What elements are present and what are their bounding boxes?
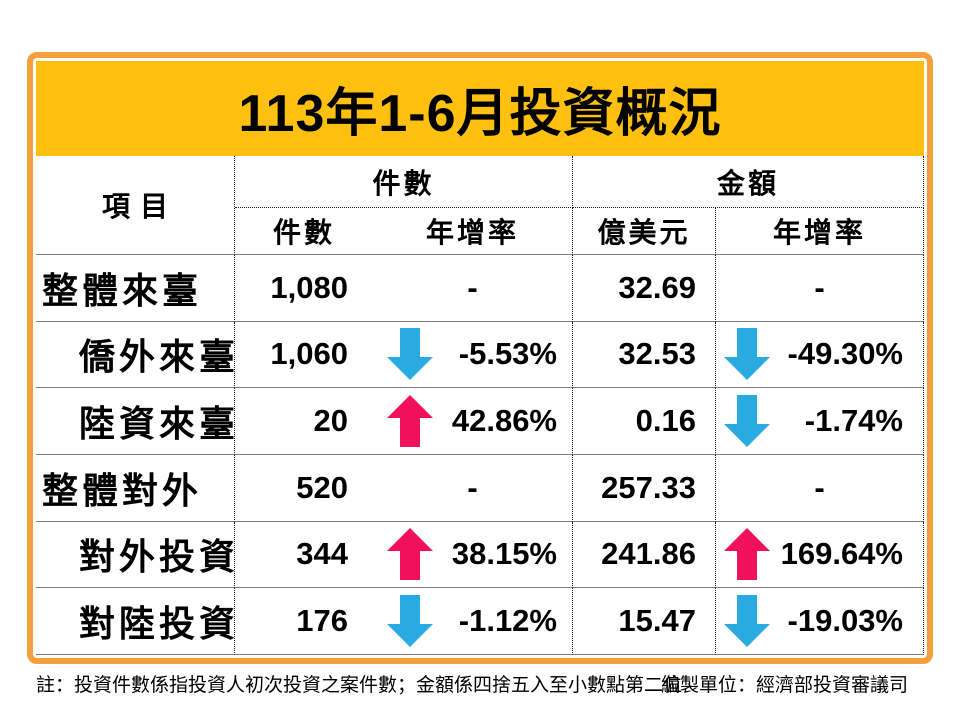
amount-value: 257.33 (573, 454, 716, 522)
amount-value: 241.86 (573, 521, 716, 589)
title-bar: 113年1-6月投資概況 (36, 61, 924, 156)
amount-rate-cell: -49.30% (716, 321, 924, 389)
count-rate-cell: 42.86% (373, 388, 573, 455)
page-title: 113年1-6月投資概況 (238, 85, 722, 143)
count-rate-cell: - (373, 454, 573, 522)
row-label: 整體對外 (36, 454, 235, 522)
amount-rate-value: -49.30% (787, 336, 903, 372)
row-label: 陸資來臺 (36, 388, 235, 455)
count-rate-cell: - (373, 255, 573, 322)
count-value: 344 (235, 522, 373, 589)
count-rate-value: 38.15% (451, 536, 557, 572)
amount-value: 15.47 (573, 588, 716, 655)
count-rate-value: - (467, 269, 478, 305)
trend-down-icon (386, 595, 434, 648)
header-item: 項目 (36, 156, 235, 255)
outer-frame: 113年1-6月投資概況 項目 件數 金額 件數 年增率 億美元 年增率 整體來… (27, 52, 933, 664)
count-rate-cell: 38.15% (373, 521, 573, 589)
header-amount-yoy: 年增率 (716, 208, 924, 255)
count-rate-value: -1.12% (458, 603, 557, 639)
count-value: 1,060 (235, 322, 373, 389)
amount-rate-cell: - (716, 454, 924, 522)
header-amount-usd: 億美元 (573, 208, 716, 255)
amount-value: 0.16 (573, 388, 716, 455)
trend-up-icon (723, 528, 771, 581)
amount-rate-value: - (814, 469, 825, 505)
footnote: 註：投資件數係指投資人初次投資之案件數；金額係四捨五入至小數點第二位 (36, 675, 683, 696)
row-label: 整體來臺 (36, 255, 235, 322)
amount-value: 32.53 (573, 321, 716, 389)
trend-down-icon (723, 328, 771, 381)
header-group-count: 件數 (235, 156, 573, 208)
trend-down-icon (723, 395, 771, 448)
amount-rate-cell: - (716, 255, 924, 322)
amount-rate-cell: 169.64% (716, 521, 924, 589)
count-value: 176 (235, 588, 373, 655)
header-count: 件數 (235, 208, 373, 255)
count-rate-cell: -1.12% (373, 588, 573, 655)
header-count-yoy: 年增率 (373, 208, 573, 255)
count-value: 20 (235, 388, 373, 455)
trend-up-icon (386, 528, 434, 581)
amount-rate-cell: -19.03% (716, 588, 924, 655)
amount-rate-value: - (814, 269, 825, 305)
trend-down-icon (723, 595, 771, 648)
count-value: 520 (235, 455, 373, 522)
count-value: 1,080 (235, 255, 373, 322)
count-rate-value: - (467, 469, 478, 505)
header-group-amount: 金額 (573, 156, 924, 208)
amount-rate-cell: -1.74% (716, 388, 924, 455)
count-rate-value: -5.53% (458, 336, 557, 372)
amount-rate-value: -1.74% (804, 403, 903, 439)
row-label: 僑外來臺 (36, 321, 235, 389)
amount-rate-value: 169.64% (780, 536, 903, 572)
source-credit: 編製單位：經濟部投資審議司 (660, 675, 908, 696)
trend-down-icon (386, 328, 434, 381)
trend-up-icon (386, 395, 434, 448)
amount-value: 32.69 (573, 255, 716, 322)
amount-rate-value: -19.03% (787, 603, 903, 639)
row-label: 對外投資 (36, 521, 235, 589)
row-label: 對陸投資 (36, 588, 235, 655)
count-rate-value: 42.86% (451, 403, 557, 439)
investment-table: 項目 件數 金額 件數 年增率 億美元 年增率 整體來臺 1,080-32.69-… (36, 156, 924, 655)
count-rate-cell: -5.53% (373, 321, 573, 389)
